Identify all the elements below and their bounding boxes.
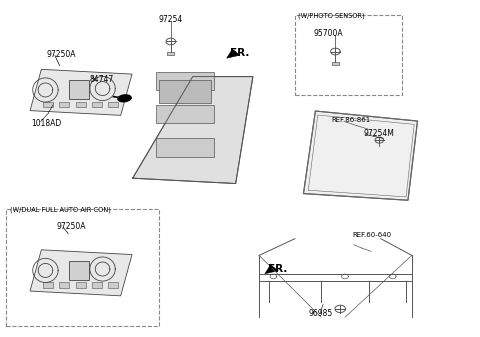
Bar <box>69 261 89 280</box>
Bar <box>295 15 402 95</box>
Bar <box>92 282 102 288</box>
Text: FR.: FR. <box>229 48 249 58</box>
Text: 95700A: 95700A <box>313 29 343 38</box>
Polygon shape <box>303 111 418 200</box>
Bar <box>43 282 53 288</box>
Text: 97250A: 97250A <box>56 222 86 232</box>
Bar <box>60 282 70 288</box>
Polygon shape <box>265 265 278 274</box>
Text: 97250A: 97250A <box>47 50 76 59</box>
Text: 96985: 96985 <box>308 309 332 318</box>
Text: 84747: 84747 <box>90 75 114 85</box>
Bar <box>156 71 214 90</box>
Text: (W/PHOTO SENSOR): (W/PHOTO SENSOR) <box>298 12 365 19</box>
Bar <box>76 282 86 288</box>
Text: (W/DUAL FULL AUTO AIR CON): (W/DUAL FULL AUTO AIR CON) <box>10 206 111 213</box>
Bar <box>159 80 211 103</box>
Bar <box>108 101 119 107</box>
Bar <box>108 282 119 288</box>
Polygon shape <box>227 49 240 58</box>
Bar <box>156 105 214 123</box>
Polygon shape <box>132 76 253 184</box>
Polygon shape <box>30 69 132 115</box>
Bar <box>332 62 339 65</box>
Bar <box>156 139 214 157</box>
Text: REF.60-640: REF.60-640 <box>352 232 391 238</box>
Bar <box>376 146 383 149</box>
Text: 1018AD: 1018AD <box>31 119 61 128</box>
Bar <box>43 101 53 107</box>
Bar <box>168 52 174 55</box>
Text: 97254: 97254 <box>159 15 183 24</box>
Bar <box>76 101 86 107</box>
Text: FR.: FR. <box>268 264 287 274</box>
Text: 97254M: 97254M <box>363 129 394 138</box>
Polygon shape <box>30 250 132 296</box>
Text: REF.86-861: REF.86-861 <box>332 117 371 123</box>
Ellipse shape <box>118 95 131 102</box>
Bar <box>69 81 89 99</box>
Bar <box>92 101 102 107</box>
Bar <box>60 101 70 107</box>
Bar <box>6 209 159 326</box>
